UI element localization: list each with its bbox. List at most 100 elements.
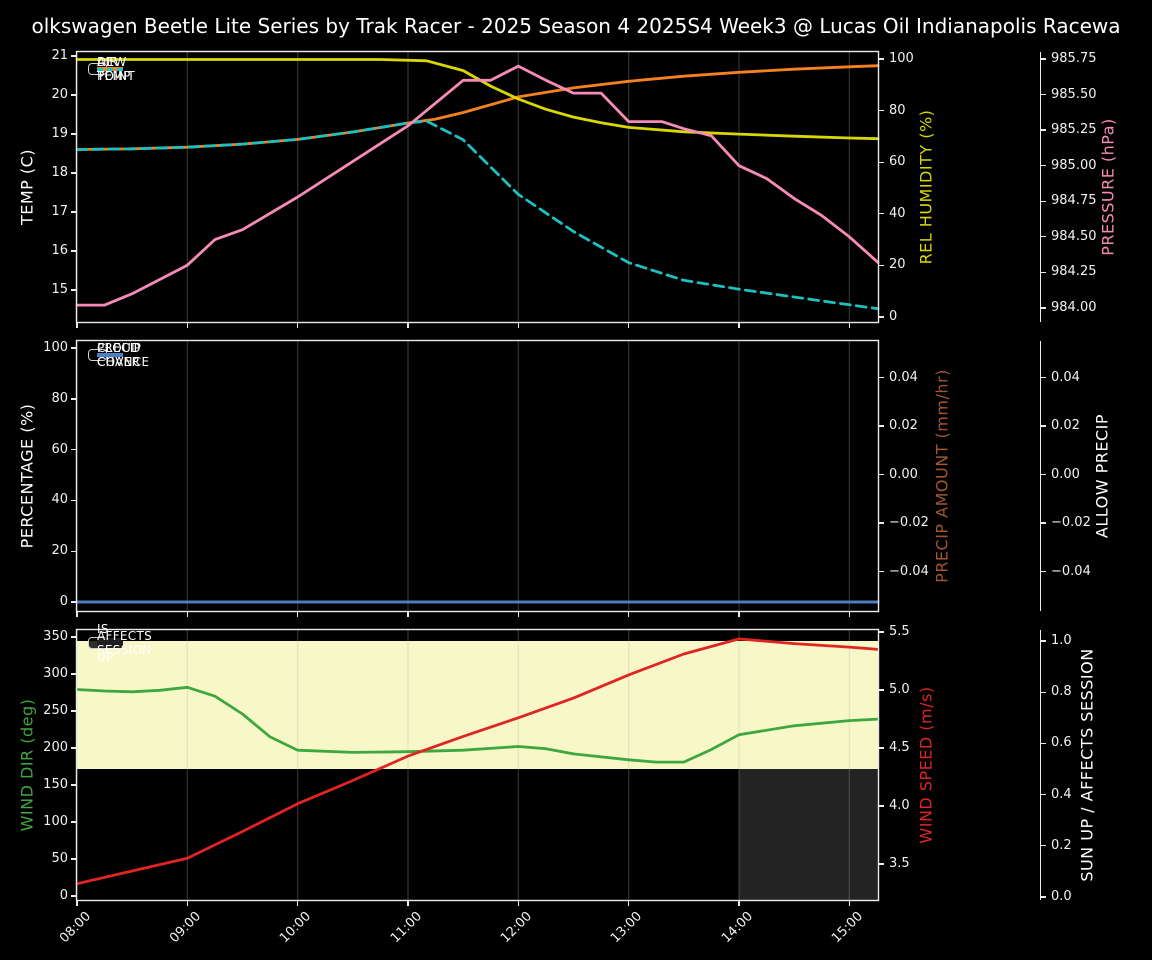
series-wind-dir — [75, 685, 880, 764]
legend-label: CLOUD COVER — [97, 341, 141, 369]
tick-label: 21 — [51, 47, 68, 63]
tick-label: 100 — [43, 814, 68, 829]
tick-label: 984.00 — [1051, 299, 1097, 315]
tick-label: 0 — [889, 308, 898, 324]
legend-label: AIR TEMP — [97, 55, 131, 83]
tick-label: 0.02 — [889, 418, 918, 434]
x-tick-label: 12:00 — [497, 909, 535, 947]
tick-label: 18 — [51, 164, 68, 180]
tick-label: 80 — [889, 102, 906, 118]
tick-label: 19 — [51, 125, 68, 141]
tick-mark — [627, 612, 630, 617]
legend-swatch-affects-session — [97, 638, 123, 648]
tick-mark — [71, 211, 76, 213]
figure-title: olkswagen Beetle Lite Series by Trak Rac… — [31, 14, 1121, 38]
legend: AIR TEMP DEW POINT — [88, 55, 135, 83]
tick-label: −0.02 — [1051, 515, 1091, 531]
tick-mark — [71, 94, 76, 96]
tick-mark — [517, 612, 519, 617]
x-tick-label: 15:00 — [828, 909, 866, 947]
tick-label: 20 — [889, 257, 906, 273]
tick-mark — [879, 631, 884, 633]
tick-mark — [71, 55, 76, 57]
tick-label: 0.0 — [1051, 889, 1072, 904]
tick-mark — [879, 425, 884, 427]
tick-label: 200 — [43, 740, 68, 755]
axis-label-wind-speed-m-s: WIND SPEED (m/s) — [916, 686, 936, 844]
tick-mark — [879, 58, 884, 60]
subplot-2 — [75, 339, 880, 613]
tick-label: 985.50 — [1051, 86, 1097, 102]
tick-mark — [879, 689, 884, 691]
tick-label: 60 — [51, 441, 68, 457]
tick-label: −0.04 — [1051, 563, 1091, 579]
tick-mark — [186, 612, 189, 617]
tick-mark — [879, 522, 884, 524]
tick-mark — [1041, 93, 1046, 96]
tick-mark — [71, 673, 76, 675]
tick-mark — [76, 901, 78, 906]
tick-mark — [848, 901, 850, 906]
tick-label: 4.0 — [889, 798, 910, 814]
tick-mark — [186, 323, 189, 328]
tick-label: 20 — [51, 86, 68, 102]
tick-label: 0.00 — [889, 466, 918, 482]
tick-mark — [738, 901, 740, 906]
tick-mark — [517, 901, 519, 906]
tick-mark — [71, 636, 76, 638]
tick-mark — [1041, 200, 1046, 202]
tick-mark — [1041, 473, 1046, 476]
tick-mark — [71, 398, 76, 400]
tick-mark — [76, 323, 78, 328]
tick-label: 985.25 — [1051, 122, 1097, 138]
tick-label: 0.2 — [1051, 837, 1072, 853]
tick-mark — [296, 612, 299, 617]
axis-label-temp-c: TEMP (C) — [17, 148, 37, 226]
plot-spines — [75, 339, 880, 613]
tick-mark — [71, 747, 76, 749]
tick-label: 0.8 — [1051, 684, 1072, 700]
tick-mark — [71, 601, 76, 603]
fill-affects-session — [739, 769, 878, 900]
tick-mark — [71, 784, 76, 786]
axis-label-allow-precip: ALLOW PRECIP — [1092, 413, 1112, 539]
tick-label: 50 — [51, 851, 68, 866]
tick-mark — [71, 710, 76, 712]
legend-label: AFFECTS SESSION — [97, 629, 153, 657]
tick-label: 80 — [51, 390, 68, 406]
series-pressure — [75, 64, 880, 307]
tick-mark — [71, 550, 76, 552]
tick-mark — [1041, 236, 1046, 238]
tick-mark — [879, 473, 884, 476]
tick-label: 0 — [59, 888, 68, 903]
axis-label-sun-up-affects-session: SUN UP / AFFECTS SESSION — [1077, 648, 1097, 882]
tick-mark — [407, 901, 409, 906]
legend-label: PRECIP CHANCE — [97, 341, 150, 369]
tick-mark — [879, 747, 884, 749]
tick-label: 984.75 — [1051, 193, 1097, 209]
tick-mark — [879, 316, 884, 318]
tick-mark — [879, 376, 884, 379]
tick-label: 984.50 — [1051, 228, 1097, 244]
x-tick-label: 08:00 — [56, 909, 94, 947]
axis-label-wind-dir-deg: WIND DIR (deg) — [17, 698, 37, 832]
tick-mark — [71, 133, 76, 135]
tick-label: 5.5 — [889, 623, 910, 639]
tick-mark — [848, 612, 850, 617]
tick-label: 4.5 — [889, 740, 910, 755]
legend: CLOUD COVER PRECIP CHANCE — [88, 341, 149, 369]
x-tick-label: 11:00 — [387, 909, 425, 947]
tick-label: 0.6 — [1051, 735, 1072, 751]
tick-label: 1.0 — [1051, 633, 1072, 648]
tick-mark — [1041, 129, 1046, 131]
tick-mark — [71, 448, 76, 451]
tick-label: 5.0 — [889, 681, 910, 697]
tick-label: 16 — [51, 242, 68, 258]
tick-label: 0.04 — [1051, 369, 1080, 385]
tick-mark — [296, 323, 299, 328]
tick-label: 0 — [59, 594, 68, 609]
tick-label: 15 — [51, 282, 68, 297]
subplot-1 — [75, 50, 880, 324]
